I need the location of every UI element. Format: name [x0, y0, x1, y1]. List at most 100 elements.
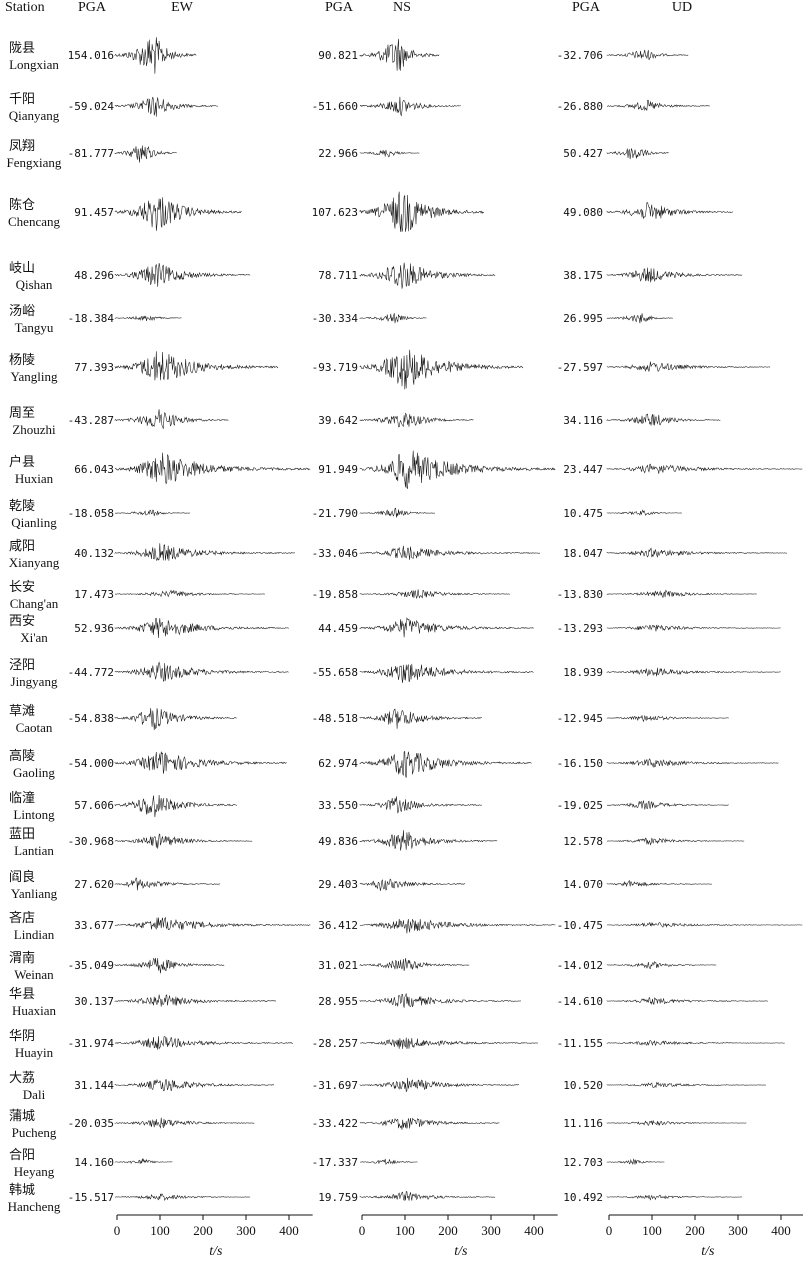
station-name-zh: 岐山	[9, 261, 35, 276]
waveform-ud	[606, 589, 757, 598]
station-name-zh: 蓝田	[9, 827, 35, 842]
pga-value-ns: -30.334	[312, 312, 359, 325]
station-name-zh: 千阳	[9, 92, 35, 107]
pga-value-ud: 14.070	[563, 878, 603, 891]
x-tick-label: 400	[279, 1223, 299, 1238]
pga-value-ud: 34.116	[563, 414, 603, 427]
station-name-zh: 韩城	[9, 1183, 35, 1198]
pga-value-ud: 18.939	[563, 666, 603, 679]
pga-value-ud: -16.150	[557, 757, 603, 770]
station-name-zh: 凤翔	[9, 139, 35, 154]
pga-value-ew: -15.517	[68, 1191, 114, 1204]
pga-value-ud: -26.880	[557, 100, 603, 113]
pga-value-ud: -27.597	[557, 361, 603, 374]
pga-value-ew: 40.132	[74, 547, 114, 560]
waveform-ns	[359, 878, 466, 891]
pga-value-ud: 10.520	[563, 1079, 603, 1092]
waveform-ud	[606, 547, 787, 558]
waveform-ud	[606, 509, 682, 516]
x-tick-label: 0	[359, 1223, 366, 1238]
pga-value-ns: -33.422	[312, 1117, 358, 1130]
waveform-ud	[606, 879, 713, 887]
station-name-zh: 陇县	[9, 41, 35, 56]
waveform-ud	[606, 800, 729, 810]
waveform-ns	[359, 708, 482, 729]
waveform-ew	[114, 916, 311, 930]
station-name-en: Qishan	[16, 277, 53, 292]
station-name-zh: 大荔	[9, 1071, 35, 1086]
station-name-en: Dali	[23, 1087, 46, 1102]
waveform-ns	[359, 1037, 538, 1049]
pga-value-ew: -81.777	[68, 147, 114, 160]
waveform-ew	[114, 661, 289, 682]
x-tick-label: 0	[606, 1223, 613, 1238]
pga-value-ns: 29.403	[318, 878, 358, 891]
waveform-ns	[359, 262, 496, 289]
station-name-en: Lindian	[14, 927, 55, 942]
station-name-en: Huaxian	[12, 1003, 57, 1018]
x-tick-label: 100	[150, 1223, 170, 1238]
waveform-ew	[114, 263, 251, 287]
station-name-en: Chencang	[8, 214, 60, 229]
pga-value-ud: -13.830	[557, 588, 603, 601]
waveform-ew	[114, 708, 237, 731]
pga-value-ew: 30.137	[74, 995, 114, 1008]
waveform-ew	[114, 833, 253, 849]
pga-value-ew: -54.838	[68, 712, 114, 725]
pga-value-ns: 22.966	[318, 147, 358, 160]
station-name-en: Qianling	[11, 515, 57, 530]
pga-value-ew: -59.024	[68, 100, 115, 113]
waveform-ns	[359, 349, 524, 390]
station-name-en: Lintong	[13, 807, 55, 822]
waveform-ud	[606, 313, 673, 324]
pga-value-ud: 23.447	[563, 463, 603, 476]
waveform-ud	[606, 1158, 665, 1165]
pga-value-ew: 14.160	[74, 1156, 114, 1169]
pga-value-ud: 26.995	[563, 312, 603, 325]
pga-value-ns: 91.949	[318, 463, 358, 476]
pga-value-ns: 31.021	[318, 959, 358, 972]
waveform-ud	[606, 837, 745, 846]
pga-value-ns: 39.642	[318, 414, 358, 427]
waveform-ud	[606, 49, 689, 61]
station-name-zh: 吝店	[9, 910, 35, 926]
station-name-zh: 阎良	[9, 869, 35, 885]
station-name-en: Jingyang	[11, 674, 58, 689]
waveform-ns	[359, 412, 474, 428]
pga-value-ew: 33.677	[74, 919, 114, 932]
pga-value-ns: 107.623	[312, 206, 358, 219]
pga-value-ns: 19.759	[318, 1191, 358, 1204]
station-name-en: Zhouzhi	[12, 422, 56, 437]
waveform-ud	[606, 148, 669, 160]
pga-value-ud: -13.293	[557, 622, 603, 635]
pga-value-ew: -35.049	[68, 959, 114, 972]
waveform-ud	[606, 624, 781, 632]
station-name-zh: 临潼	[9, 790, 35, 806]
waveform-ew	[114, 509, 190, 517]
waveform-ns	[359, 507, 435, 518]
pga-value-ew: -18.384	[68, 312, 115, 325]
pga-value-ew: 48.296	[74, 269, 114, 282]
waveform-ew	[114, 994, 277, 1007]
station-name-en: Gaoling	[13, 765, 55, 780]
waveform-ew	[114, 37, 197, 74]
waveform-ud	[606, 99, 710, 112]
station-name-zh: 长安	[9, 580, 35, 595]
pga-value-ud: -19.025	[557, 799, 603, 812]
header-component-ns: NS	[393, 0, 411, 15]
pga-value-ud: 10.492	[563, 1191, 603, 1204]
pga-value-ud: 49.080	[563, 206, 603, 219]
waveform-ud	[606, 758, 779, 768]
station-name-zh: 草滩	[9, 704, 35, 719]
waveform-ns	[359, 450, 556, 489]
station-name-zh: 泾阳	[9, 658, 35, 673]
x-tick-label: 200	[438, 1223, 458, 1238]
waveform-ud	[606, 463, 803, 474]
waveform-ew	[114, 1117, 255, 1129]
pga-value-ns: -55.658	[312, 666, 358, 679]
pga-value-ns: -21.790	[312, 507, 358, 520]
waveform-ew	[114, 351, 279, 381]
x-tick-label: 100	[642, 1223, 662, 1238]
header-pga-ud: PGA	[572, 0, 601, 15]
pga-value-ew: 17.473	[74, 588, 114, 601]
